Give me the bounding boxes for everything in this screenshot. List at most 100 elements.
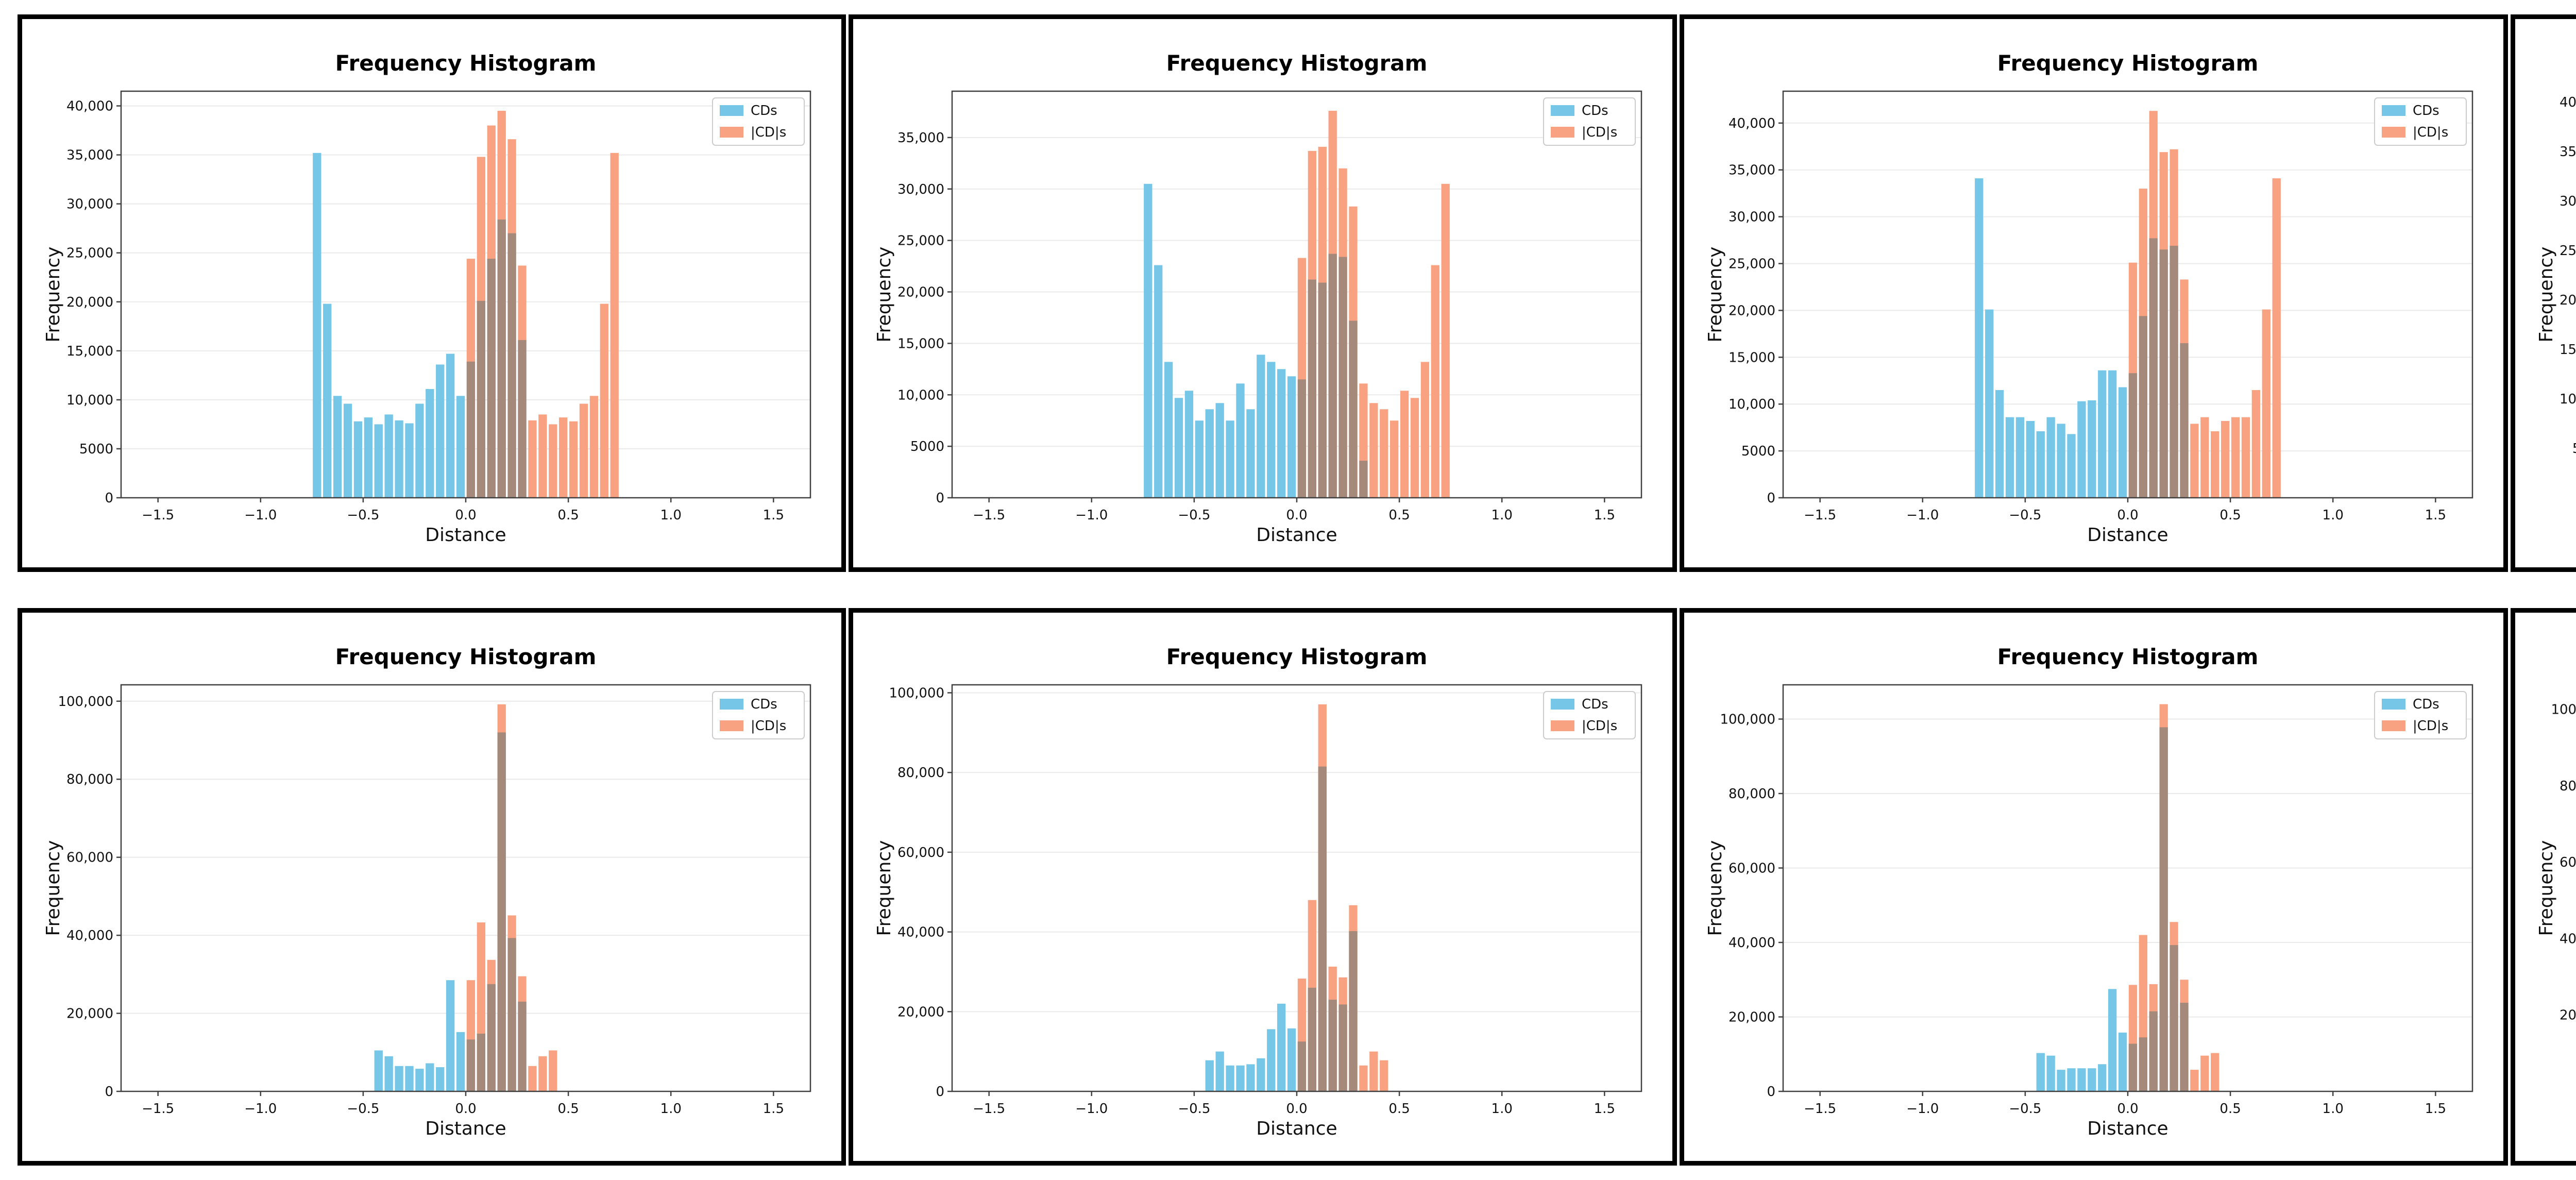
y-tick-label: 0 xyxy=(105,1084,113,1100)
x-tick-label: 0.5 xyxy=(557,1101,579,1117)
y-tick-label: 30,000 xyxy=(897,182,944,197)
x-tick-label: −0.5 xyxy=(1178,508,1210,523)
x-tick-label: 0.5 xyxy=(1388,1101,1410,1117)
x-tick-label: −1.0 xyxy=(1075,508,1108,523)
x-tick-label: 1.0 xyxy=(1492,1101,1513,1117)
x-tick-label: −1.5 xyxy=(973,508,1005,523)
legend-label-cds: CDs xyxy=(2413,697,2439,712)
x-tick-label: 1.5 xyxy=(2425,1101,2446,1117)
x-tick-label: −0.5 xyxy=(347,1101,379,1117)
legend: CDs |CD|s xyxy=(1543,97,1636,146)
x-tick-label: −1.0 xyxy=(244,1101,277,1117)
y-tick-label: 5000 xyxy=(1741,444,1775,459)
x-tick-label: 0.0 xyxy=(1286,1101,1307,1117)
y-tick-label: 0 xyxy=(1767,1084,1775,1100)
bar-cds xyxy=(1277,369,1286,498)
bar-overlap xyxy=(2139,1037,2148,1091)
x-axis-label: Distance xyxy=(425,1118,506,1139)
bar-abs xyxy=(1389,420,1399,498)
x-tick-label: 1.0 xyxy=(2323,1101,2344,1117)
bar-abs xyxy=(2190,424,2199,498)
x-axis-label: Distance xyxy=(2087,1118,2168,1139)
bar-overlap xyxy=(1338,257,1347,498)
bar-abs xyxy=(1359,1065,1368,1091)
chart-title: Frequency Histogram xyxy=(335,644,597,669)
bar-cds xyxy=(2098,370,2107,498)
y-tick-label: 30,000 xyxy=(66,197,113,212)
y-tick-label: 60,000 xyxy=(2560,855,2576,870)
bar-cds xyxy=(415,1069,424,1091)
bar-cds xyxy=(2077,401,2086,498)
bar-cds xyxy=(364,417,373,498)
legend-swatch-cds xyxy=(720,699,743,710)
bar-cds xyxy=(415,403,424,498)
bar-cds xyxy=(456,1032,465,1091)
legend-label-cds: CDs xyxy=(1582,697,1608,712)
y-tick-label: 40,000 xyxy=(897,925,944,940)
x-tick-label: 0.0 xyxy=(455,508,476,523)
x-tick-label: −1.0 xyxy=(1906,1101,1939,1117)
bar-abs xyxy=(2251,390,2261,498)
y-tick-label: 40,000 xyxy=(1728,116,1775,131)
legend: CDs |CD|s xyxy=(2374,691,2467,739)
bar-overlap xyxy=(2139,316,2148,498)
bar-cds xyxy=(384,1056,393,1091)
bar-overlap xyxy=(1308,987,1317,1091)
legend-label-abs: |CD|s xyxy=(751,718,786,734)
histogram-panel-r1c4: 0500010,00015,00020,00025,00030,00035,00… xyxy=(2511,14,2576,572)
chart-title: Frequency Histogram xyxy=(1997,50,2259,76)
bar-abs xyxy=(2262,309,2270,498)
y-tick-label: 0 xyxy=(936,491,944,506)
bar-cds xyxy=(1257,355,1265,498)
bar-abs xyxy=(2211,431,2219,498)
x-tick-label: −1.5 xyxy=(142,508,174,523)
bar-cds xyxy=(1174,398,1183,498)
bar-cds xyxy=(384,414,393,498)
y-tick-label: 100,000 xyxy=(2551,702,2576,717)
bar-cds xyxy=(1205,409,1214,498)
bar-overlap xyxy=(466,1039,476,1091)
bar-abs xyxy=(558,417,568,498)
y-axis-label: Frequency xyxy=(874,247,895,343)
bar-cds xyxy=(436,1067,445,1091)
bar-cds xyxy=(1215,1051,1224,1091)
legend-swatch-cds xyxy=(1551,699,1574,710)
x-tick-label: 1.0 xyxy=(1492,508,1513,523)
y-tick-label: 60,000 xyxy=(897,845,944,861)
bar-overlap xyxy=(2149,238,2158,498)
y-tick-label: 20,000 xyxy=(2560,1008,2576,1023)
bar-cds xyxy=(1195,420,1204,498)
bar-cds xyxy=(2098,1064,2107,1091)
bar-cds xyxy=(446,980,455,1091)
y-tick-label: 25,000 xyxy=(1728,257,1775,272)
x-tick-label: −0.5 xyxy=(2009,508,2041,523)
bar-cds xyxy=(1995,390,2004,498)
x-axis-label: Distance xyxy=(1256,1118,1337,1139)
bar-cds xyxy=(1985,309,1994,498)
y-tick-label: 20,000 xyxy=(2560,293,2576,308)
y-tick-label: 40,000 xyxy=(66,99,113,114)
x-tick-label: 0.5 xyxy=(557,508,579,523)
y-tick-label: 40,000 xyxy=(2560,931,2576,947)
y-axis-label: Frequency xyxy=(43,247,64,343)
y-tick-label: 0 xyxy=(1767,491,1775,506)
y-tick-label: 5000 xyxy=(2572,441,2576,457)
y-axis-label: Frequency xyxy=(2536,840,2557,936)
y-tick-label: 20,000 xyxy=(897,285,944,300)
bar-overlap xyxy=(2159,727,2168,1091)
bar-abs xyxy=(2190,1070,2199,1091)
bar-cds xyxy=(1236,383,1245,498)
bar-cds xyxy=(2015,417,2025,498)
x-tick-label: 0.5 xyxy=(2219,508,2241,523)
bar-overlap xyxy=(487,259,496,498)
y-tick-label: 20,000 xyxy=(66,295,113,310)
y-tick-label: 35,000 xyxy=(2560,144,2576,160)
bar-cds xyxy=(1144,183,1153,498)
bar-cds xyxy=(2026,420,2035,498)
y-tick-label: 15,000 xyxy=(2560,342,2576,358)
bar-abs xyxy=(569,421,578,498)
bar-cds xyxy=(395,1066,403,1091)
bar-overlap xyxy=(507,938,516,1091)
bar-cds xyxy=(333,396,342,498)
x-tick-label: −0.5 xyxy=(347,508,379,523)
